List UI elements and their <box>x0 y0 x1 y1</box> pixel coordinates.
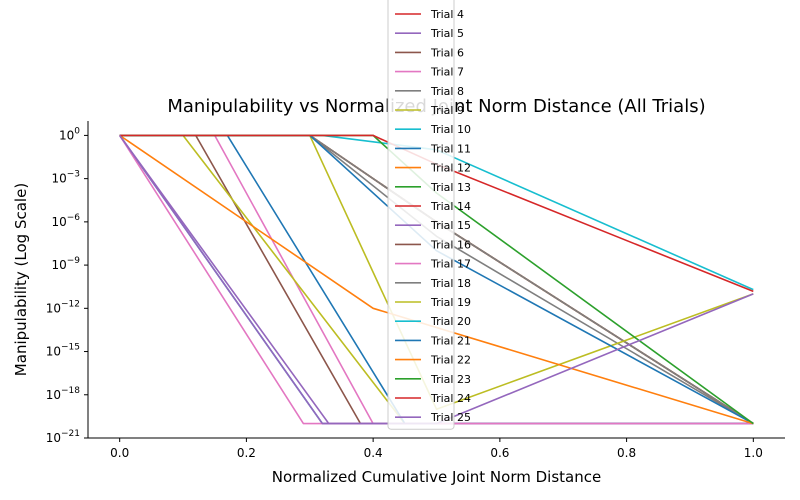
x-tick-label: 1.0 <box>744 446 763 460</box>
legend-label: Trial 19 <box>430 296 471 309</box>
legend: Trial 4 Trial 5 Trial 6 Trial 7 Trial 8 Trial… <box>387 0 471 430</box>
legend-label: Trial 4 <box>430 8 464 21</box>
y-tick-label: 10−6 <box>51 213 80 229</box>
legend-label: Trial 6 <box>430 46 464 59</box>
legend-label: Trial 16 <box>430 238 471 251</box>
legend-label: Trial 13 <box>430 181 471 194</box>
y-axis: 100 10−3 10−6 10−9 10−12 10−15 10−18 10−21 <box>46 121 89 445</box>
y-tick-label: 10−18 <box>46 386 81 402</box>
legend-label: Trial 24 <box>430 392 471 405</box>
legend-label: Trial 20 <box>430 315 471 328</box>
y-tick-label: 100 <box>59 126 80 142</box>
y-tick-label: 10−9 <box>51 256 80 272</box>
x-axis: 0.0 0.2 0.4 0.6 0.8 1.0 <box>88 437 785 460</box>
x-tick-label: 0.4 <box>364 446 383 460</box>
y-tick-label: 10−12 <box>46 299 80 315</box>
legend-label: Trial 18 <box>430 277 471 290</box>
y-tick-label: 10−3 <box>51 170 80 186</box>
y-tick-label: 10−21 <box>46 429 80 445</box>
x-tick-label: 0.2 <box>237 446 256 460</box>
legend-label: Trial 5 <box>430 27 464 40</box>
legend-label: Trial 22 <box>430 354 471 367</box>
series-line-trial-22 <box>119 134 754 425</box>
legend-label: Trial 12 <box>430 162 471 175</box>
x-tick-label: 0.8 <box>617 446 636 460</box>
x-axis-label: Normalized Cumulative Joint Norm Distanc… <box>272 468 601 486</box>
x-tick-label: 0.6 <box>490 446 509 460</box>
legend-label: Trial 23 <box>430 373 471 386</box>
plot-area <box>119 134 754 425</box>
legend-label: Trial 17 <box>430 258 471 271</box>
legend-label: Trial 8 <box>430 85 464 98</box>
legend-label: Trial 21 <box>430 334 471 347</box>
legend-label: Trial 9 <box>430 104 464 117</box>
y-tick-label: 10−15 <box>46 343 80 359</box>
legend-label: Trial 7 <box>430 66 464 79</box>
legend-label: Trial 14 <box>430 200 471 213</box>
legend-label: Trial 25 <box>430 411 471 424</box>
legend-label: Trial 10 <box>430 123 471 136</box>
series-line-trial-25 <box>119 134 754 425</box>
y-axis-label: Manipulability (Log Scale) <box>12 183 30 376</box>
legend-label: Trial 15 <box>430 219 471 232</box>
x-tick-label: 0.0 <box>110 446 129 460</box>
series-line-trial-17 <box>119 134 754 425</box>
legend-label: Trial 11 <box>430 142 471 155</box>
